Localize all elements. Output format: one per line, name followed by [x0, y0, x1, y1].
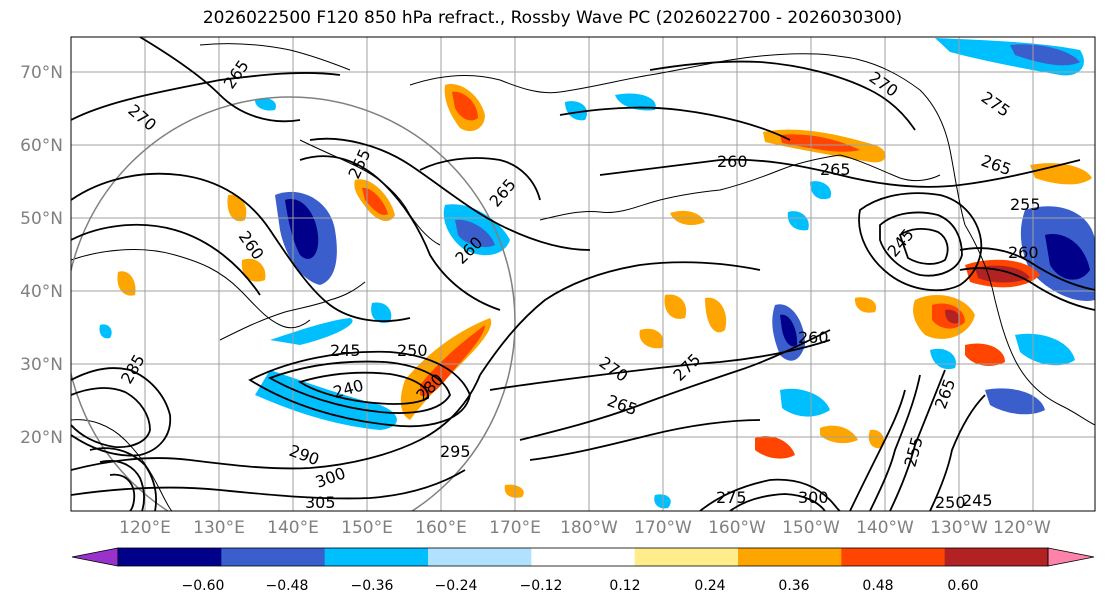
colorbar-swatch	[428, 548, 532, 566]
colorbar-swatches	[71, 547, 1095, 567]
contour-label: 250	[397, 341, 428, 360]
colorbar-swatch	[531, 548, 636, 566]
colorbar-swatch	[324, 548, 429, 566]
contour-label: 295	[440, 442, 471, 461]
contour-label: 245	[330, 341, 361, 360]
colorbar-tick-label: −0.60	[182, 578, 225, 594]
colorbar-swatch	[738, 548, 842, 566]
colorbar: −0.60 −0.48 −0.36 −0.24 −0.12 0.12 0.24 …	[71, 547, 1095, 594]
colorbar-tick-label: 0.12	[609, 578, 640, 594]
lat-label: 70°N	[20, 63, 63, 83]
contour-label: 305	[305, 493, 336, 512]
map-panel: 265 270 255 260 265 260 260 265 270 275 …	[71, 37, 1095, 512]
lon-label: 150°E	[341, 518, 393, 538]
contour-label: 275	[716, 488, 747, 507]
map-frame	[70, 36, 1096, 512]
lat-label: 20°N	[20, 428, 63, 448]
contour-label: 260	[1008, 243, 1039, 262]
contour-label: 250	[935, 493, 966, 512]
colorbar-swatch	[118, 548, 222, 566]
lon-label: 170°E	[489, 518, 541, 538]
contour-label: 260	[717, 152, 748, 171]
colorbar-tick-label: −0.12	[520, 578, 563, 594]
anomaly-shading	[99, 38, 1095, 509]
lat-label: 60°N	[20, 136, 63, 156]
coastlines	[71, 43, 1095, 511]
colorbar-swatch	[634, 548, 739, 566]
lon-label: 140°W	[856, 518, 914, 538]
lon-label: 170°W	[634, 518, 692, 538]
colorbar-tick-label: 0.36	[778, 578, 809, 594]
colorbar-swatch	[944, 548, 1049, 566]
colorbar-tick-label: −0.48	[266, 578, 309, 594]
lat-label: 40°N	[20, 282, 63, 302]
lon-label: 120°W	[993, 518, 1051, 538]
lat-label: 50°N	[20, 209, 63, 229]
contour-label: 260	[798, 328, 829, 347]
contour-label: 245	[962, 491, 993, 510]
longitude-labels: 120°E 130°E 140°E 150°E 160°E 170°E 180°…	[119, 518, 1051, 538]
colorbar-tick-label: −0.24	[435, 578, 478, 594]
graticule	[71, 37, 1095, 511]
map-title: 2026022500 F120 850 hPa refract., Rossby…	[202, 8, 903, 28]
lon-label: 130°E	[193, 518, 245, 538]
lon-label: 180°W	[560, 518, 618, 538]
lon-label: 140°E	[267, 518, 319, 538]
colorbar-tick-label: 0.24	[694, 578, 725, 594]
colorbar-swatch	[221, 548, 326, 566]
refractivity-contours	[71, 37, 1095, 511]
lon-label: 130°W	[930, 518, 988, 538]
reference-circle	[71, 96, 516, 511]
colorbar-frame	[117, 547, 1049, 567]
lon-label: 120°E	[119, 518, 171, 538]
colorbar-tick-label: 0.48	[862, 578, 893, 594]
lon-label: 160°E	[415, 518, 467, 538]
colorbar-swatch	[841, 548, 946, 566]
colorbar-tick-label: −0.36	[351, 578, 394, 594]
colorbar-extend-low	[71, 547, 119, 567]
colorbar-tick-label: 0.60	[947, 578, 978, 594]
contour-label: 255	[1010, 195, 1041, 214]
contour-label: 300	[798, 488, 829, 507]
lon-label: 150°W	[782, 518, 840, 538]
lon-label: 160°W	[708, 518, 766, 538]
latitude-labels: 70°N 60°N 50°N 40°N 30°N 20°N	[20, 63, 63, 448]
lat-label: 30°N	[20, 355, 63, 375]
colorbar-extend-high	[1047, 547, 1095, 567]
colorbar-ticks: −0.60 −0.48 −0.36 −0.24 −0.12 0.12 0.24 …	[182, 578, 979, 594]
contour-label: 265	[820, 160, 851, 179]
